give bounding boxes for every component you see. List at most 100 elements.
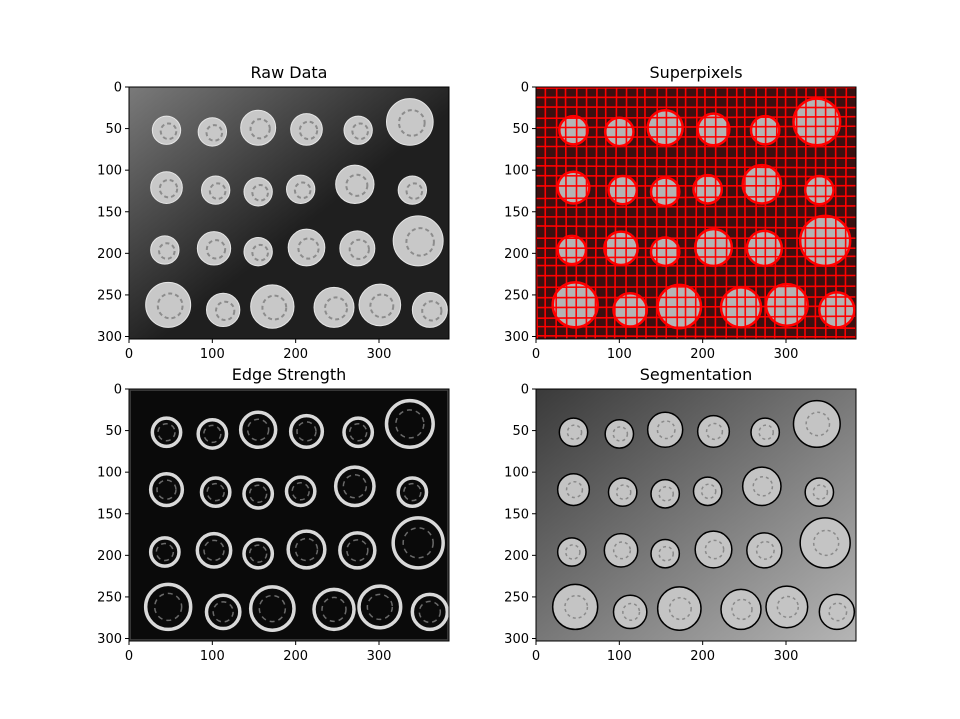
x-tick-label-300: 300: [774, 347, 799, 362]
raw-coin-11: [398, 176, 426, 204]
segmentation-coin-19: [614, 595, 647, 628]
y-tick-label-150: 150: [504, 205, 529, 220]
segmentation-coin-20: [658, 587, 701, 630]
y-tick-label-200: 200: [504, 549, 529, 564]
segmentation-coin-14: [651, 540, 679, 568]
x-tick-label-100: 100: [200, 347, 225, 362]
x-tick-label-0: 0: [125, 347, 133, 362]
x-tick-label-100: 100: [607, 347, 632, 362]
y-tick-label-0: 0: [521, 81, 529, 96]
raw-coin-0: [152, 116, 180, 144]
y-tick-label-100: 100: [504, 164, 529, 179]
raw-coin-17: [393, 216, 443, 266]
raw-coin-9: [287, 175, 315, 203]
y-tick-label-100: 100: [97, 164, 122, 179]
superpixel-boundary-h: [536, 266, 856, 267]
superpixel-boundary-h: [536, 107, 856, 108]
y-tick-label-150: 150: [97, 205, 122, 220]
segmentation-image: [536, 389, 856, 641]
y-tick-label-250: 250: [504, 288, 529, 303]
x-tick-label-0: 0: [125, 649, 133, 664]
x-tick-label-100: 100: [200, 649, 225, 664]
superpixel-boundary-v: [805, 87, 806, 339]
y-tick-label-250: 250: [97, 590, 122, 605]
segmentation-coin-9: [694, 477, 722, 505]
panel-title-segmentation: Segmentation: [640, 365, 752, 384]
y-tick-label-50: 50: [512, 122, 529, 137]
segmentation-coin-5: [794, 401, 841, 448]
y-tick-label-100: 100: [504, 466, 529, 481]
edge-strength-image: [129, 389, 449, 641]
superpixel-boundary-v: [726, 87, 727, 339]
superpixel-boundary-v: [626, 87, 627, 339]
segmentation-coin-10: [743, 467, 781, 505]
raw-coin-6: [151, 172, 183, 204]
segmentation-coin-12: [558, 538, 586, 566]
segmentation-coin-21: [721, 589, 761, 629]
raw-coin-1: [198, 118, 226, 146]
x-tick-label-200: 200: [283, 649, 308, 664]
superpixel-boundary-v: [556, 87, 557, 339]
segmentation-coin-1: [605, 420, 633, 448]
segmentation-coin-3: [698, 416, 730, 448]
superpixel-boundary-v: [796, 87, 797, 339]
raw-coin-18: [146, 282, 191, 327]
superpixel-boundary-h: [536, 336, 856, 337]
x-tick-label-300: 300: [367, 347, 392, 362]
segmentation-coin-22: [766, 586, 808, 628]
raw-coin-5: [387, 99, 434, 146]
superpixel-boundary-v: [576, 87, 577, 339]
y-tick-label-300: 300: [504, 330, 529, 345]
superpixel-boundary-v: [835, 87, 836, 339]
raw-coin-14: [244, 238, 272, 266]
panel-title-edge-strength: Edge Strength: [232, 365, 347, 384]
x-tick-label-200: 200: [690, 347, 715, 362]
x-tick-label-100: 100: [607, 649, 632, 664]
raw-coin-15: [288, 229, 325, 266]
segmentation-coin-17: [800, 518, 850, 568]
y-tick-label-300: 300: [504, 632, 529, 647]
segmentation-coin-2: [648, 412, 683, 447]
y-tick-label-300: 300: [97, 330, 122, 345]
segmentation-coin-8: [651, 480, 679, 508]
segmentation-coin-15: [695, 531, 732, 568]
x-tick-label-0: 0: [532, 347, 540, 362]
superpixel-boundary-h: [536, 137, 856, 138]
y-tick-label-150: 150: [504, 507, 529, 522]
raw-coin-4: [344, 116, 372, 144]
raw-data-image: [129, 87, 449, 339]
y-tick-label-200: 200: [504, 247, 529, 262]
y-tick-label-0: 0: [114, 383, 122, 398]
panel-title-superpixels: Superpixels: [649, 63, 742, 82]
y-tick-label-100: 100: [97, 466, 122, 481]
superpixel-boundary-h: [536, 297, 856, 298]
raw-coin-22: [359, 284, 401, 326]
segmentation-coin-4: [751, 418, 779, 446]
x-tick-label-200: 200: [690, 649, 715, 664]
panel-segmentation: Segmentation 0 100 200 30005010015020025030…: [504, 365, 856, 664]
y-tick-label-200: 200: [97, 549, 122, 564]
y-tick-label-0: 0: [521, 383, 529, 398]
y-tick-label-250: 250: [504, 590, 529, 605]
raw-coin-12: [151, 236, 179, 264]
y-tick-label-50: 50: [105, 122, 122, 137]
panel-edge-strength: Edge Strength 0 100 200 3000501001502002503…: [97, 365, 449, 664]
raw-coin-7: [202, 176, 230, 204]
y-tick-label-150: 150: [97, 507, 122, 522]
y-tick-label-0: 0: [114, 81, 122, 96]
panel-title-raw-data: Raw Data: [251, 63, 328, 82]
x-tick-label-0: 0: [532, 649, 540, 664]
segmentation-coin-16: [747, 533, 782, 568]
superpixel-boundary-v: [745, 87, 746, 339]
x-tick-label-200: 200: [283, 347, 308, 362]
segmentation-coin-7: [609, 478, 637, 506]
panel-raw-data: Raw Data 0 100 200 300050100150200250300: [97, 63, 449, 362]
y-tick-label-50: 50: [512, 424, 529, 439]
x-tick-label-300: 300: [367, 649, 392, 664]
raw-coin-21: [314, 287, 354, 327]
superpixel-boundary-h: [536, 87, 856, 88]
superpixel-boundary-v: [845, 87, 846, 339]
segmentation-coin-6: [558, 474, 590, 506]
